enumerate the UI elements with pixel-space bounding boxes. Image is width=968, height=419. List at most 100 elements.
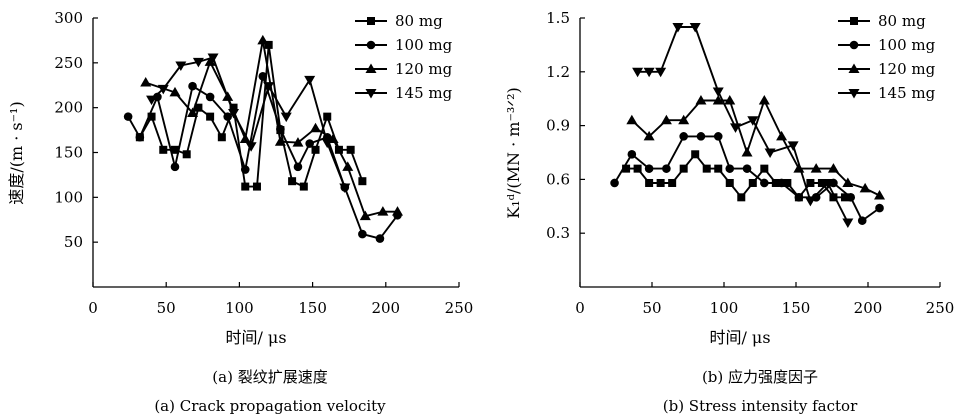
data-point — [187, 107, 199, 118]
x-tick-label: 100 — [225, 299, 254, 317]
y-tick-label: 150 — [54, 144, 83, 162]
data-point — [622, 164, 631, 173]
data-point — [804, 196, 816, 207]
data-point — [321, 138, 333, 149]
y-axis-label: K₁ᵈ/(MN · m⁻³ᐟ²) — [504, 87, 523, 219]
series-100-mg — [123, 71, 402, 243]
data-point — [204, 56, 216, 66]
data-point — [140, 77, 152, 87]
data-point — [241, 182, 250, 191]
data-point — [610, 178, 619, 188]
data-point — [263, 82, 275, 92]
data-point — [299, 182, 308, 191]
data-point — [874, 190, 886, 200]
y-tick-label: 1.2 — [546, 63, 570, 81]
data-point — [645, 178, 654, 187]
data-point — [342, 161, 354, 171]
legend-marker — [365, 63, 377, 73]
legend-marker — [848, 63, 860, 73]
y-tick-label: 1.5 — [546, 9, 570, 27]
legend-label: 80 mg — [395, 12, 443, 30]
data-point — [760, 178, 769, 188]
legend-marker — [850, 17, 858, 25]
data-point — [311, 145, 320, 154]
data-point — [695, 94, 707, 105]
data-point — [288, 177, 297, 186]
data-point — [672, 22, 684, 33]
chart-panel-a: 0 50 100 150 200 250 50 100 150 200 250 300 时间/ μs 速度… — [7, 9, 473, 415]
data-point — [840, 193, 849, 202]
data-point — [135, 132, 145, 142]
data-point — [776, 130, 788, 141]
y-axis-label: 速度/(m · s⁻¹) — [7, 101, 26, 204]
legend: 80 mg 100 mg 120 mg 145 mg — [838, 12, 936, 102]
data-point — [842, 218, 854, 228]
data-point — [842, 177, 854, 187]
data-point — [392, 206, 404, 216]
data-point — [229, 103, 238, 112]
data-point — [730, 123, 742, 133]
y-tick-label: 300 — [54, 9, 83, 27]
data-point — [257, 34, 269, 45]
data-point — [846, 193, 856, 202]
data-point — [323, 112, 332, 121]
caption-en: (b) Stress intensity factor — [663, 397, 858, 415]
series-100-mg — [610, 132, 884, 225]
legend: 80 mg 100 mg 120 mg 145 mg — [355, 12, 453, 102]
data-point — [375, 234, 385, 243]
legend-marker — [367, 17, 375, 25]
data-point — [175, 61, 187, 72]
data-point — [662, 164, 671, 173]
data-point — [310, 122, 322, 133]
y-tick-label: 0.3 — [546, 224, 570, 242]
data-point — [643, 67, 655, 78]
data-point — [783, 178, 792, 187]
data-point — [817, 178, 826, 187]
data-point — [742, 164, 752, 173]
data-point — [875, 203, 884, 213]
legend-label: 80 mg — [878, 12, 926, 30]
caption-cn: (a) 裂纹扩展速度 — [212, 368, 327, 386]
data-point — [632, 67, 644, 78]
data-point — [170, 162, 180, 172]
x-tick-label: 0 — [88, 299, 98, 317]
data-point — [240, 165, 250, 174]
data-point — [724, 94, 736, 105]
y-tick-label: 100 — [54, 188, 83, 206]
data-point — [857, 216, 867, 225]
data-point — [679, 132, 688, 141]
x-tick-label: 50 — [642, 299, 661, 317]
y-tick-label: 200 — [54, 99, 83, 117]
data-point — [304, 75, 316, 86]
data-point — [714, 164, 723, 173]
x-tick-label: 150 — [298, 299, 327, 317]
data-point — [228, 109, 240, 119]
data-point — [712, 87, 724, 98]
x-tick-label: 200 — [371, 299, 400, 317]
legend-label: 145 mg — [395, 84, 453, 102]
series-line — [150, 56, 346, 188]
x-axis-label: 时间/ μs — [225, 328, 286, 347]
y-tick-label: 0.6 — [546, 170, 570, 188]
x-tick-label: 250 — [445, 299, 474, 317]
data-point — [725, 178, 734, 187]
x-axis-label: 时间/ μs — [709, 328, 770, 347]
data-point — [206, 112, 215, 121]
x-tick-label: 100 — [710, 299, 739, 317]
caption-en: (a) Crack propagation velocity — [154, 397, 386, 415]
data-point — [764, 148, 776, 158]
legend-marker — [366, 40, 376, 50]
x-tick-label: 250 — [926, 299, 955, 317]
data-point — [146, 95, 158, 106]
data-point — [192, 57, 204, 68]
y-tick-label: 0.9 — [546, 117, 570, 135]
series-line — [626, 153, 845, 199]
legend-label: 120 mg — [395, 60, 453, 78]
data-point — [806, 178, 815, 187]
data-point — [859, 182, 871, 193]
data-point — [643, 130, 655, 141]
data-point — [245, 142, 257, 152]
chart-panel-b: 0 50 100 150 200 250 0.3 0.6 0.9 1.2 1.5 时间/ μs K₁ᵈ/… — [504, 9, 954, 415]
